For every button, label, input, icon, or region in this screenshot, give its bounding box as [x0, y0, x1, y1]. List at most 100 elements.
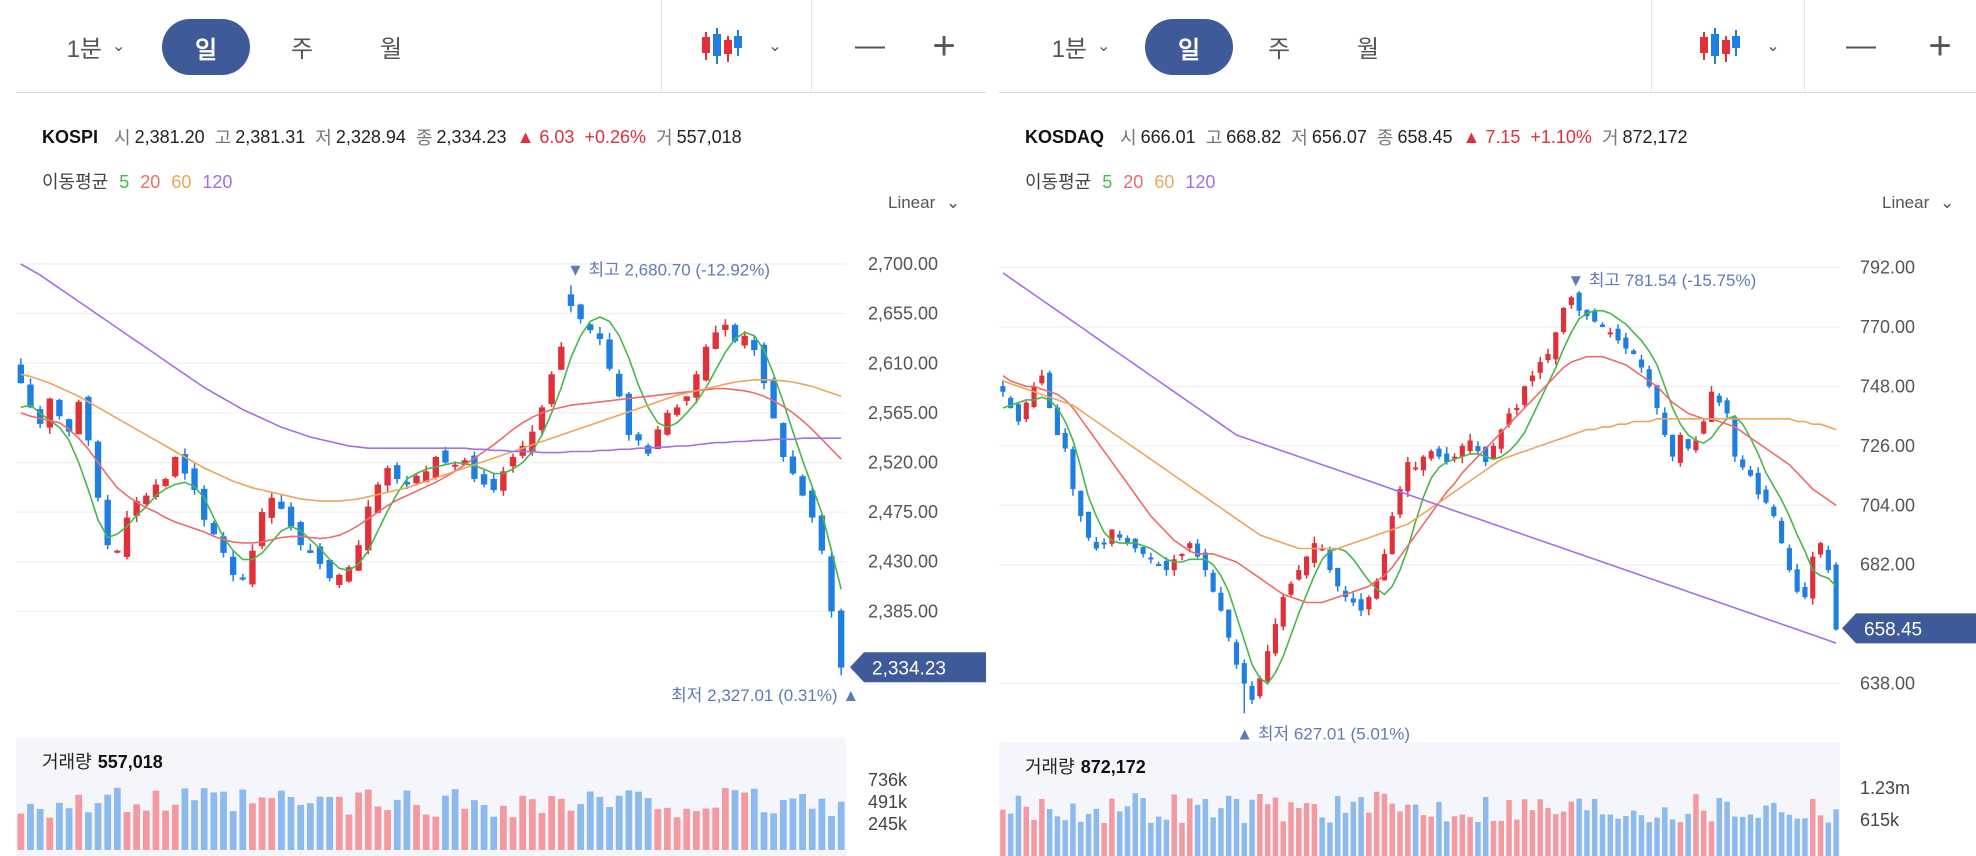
volume-bar — [123, 812, 131, 850]
ma-20-label[interactable]: 20 — [1123, 172, 1144, 192]
volume-bar — [1327, 822, 1333, 856]
candle-body — [75, 401, 82, 435]
toolbar-divider — [661, 0, 662, 91]
candle-body — [461, 460, 468, 465]
volume-bar — [1264, 804, 1271, 856]
chevron-down-icon: ⌄ — [1940, 193, 1955, 212]
ma-60-label[interactable]: 60 — [1154, 172, 1175, 192]
ma-120-label[interactable]: 120 — [1185, 172, 1216, 192]
candle-body — [654, 429, 661, 450]
volume-bar — [721, 788, 729, 850]
chevron-down-icon: ⌄ — [112, 38, 126, 55]
change-value: ▲ 7.15 — [1462, 126, 1521, 147]
candle-body — [1218, 592, 1224, 611]
volume-bar — [1459, 814, 1466, 856]
close-value: 2,334.23 — [436, 126, 507, 147]
zoom-in-button[interactable]: + — [932, 23, 956, 68]
candle-body — [326, 559, 333, 579]
candle-body — [1179, 553, 1185, 557]
volume-bar — [335, 796, 343, 850]
volume-bar — [548, 795, 556, 850]
volume-bar — [1109, 798, 1115, 856]
tab-day[interactable]: 일 — [1145, 19, 1233, 75]
kospi-chart[interactable]: 2,700.00 2,655.00 2,610.00 2,565.00 2,520.00… — [16, 0, 986, 856]
volume-bar — [596, 796, 604, 850]
volume-bar — [1693, 794, 1699, 856]
last-price-label: 658.45 — [1864, 619, 1922, 640]
tab-week[interactable]: 주 — [1267, 35, 1291, 63]
candle-body — [278, 501, 285, 509]
volume-bar — [451, 789, 459, 850]
volume-tick-label: 1.23m — [1860, 778, 1910, 798]
tab-month[interactable]: 월 — [379, 35, 403, 63]
zoom-in-button[interactable]: + — [1928, 23, 1952, 68]
candle-body — [606, 339, 613, 369]
volume-bar — [1155, 816, 1162, 856]
candle-body — [1444, 453, 1450, 463]
zoom-out-button[interactable]: — — [855, 29, 885, 62]
ma-label: 이동평균 — [42, 172, 109, 192]
volume-bar — [1373, 791, 1380, 856]
scale-label: Linear — [888, 193, 936, 212]
volume-bar — [683, 808, 691, 850]
candle-body — [1233, 642, 1240, 665]
ma-5-label[interactable]: 5 — [1102, 172, 1113, 192]
volume-bar — [1202, 799, 1209, 856]
y-tick-label: 792.00 — [1860, 258, 1915, 278]
candle-body — [1187, 543, 1193, 549]
candle-body — [1288, 583, 1294, 595]
volume-bar — [1225, 795, 1232, 856]
ma-60-label[interactable]: 60 — [171, 172, 192, 192]
scale-select[interactable]: Linear ⌄ — [888, 193, 960, 213]
interval-select[interactable]: 1분 ⌄ — [56, 0, 136, 92]
volume-tick-label: 245k — [868, 814, 908, 834]
tab-week[interactable]: 주 — [290, 35, 314, 63]
candle-body — [1109, 529, 1115, 544]
volume-bar — [1810, 799, 1816, 856]
chart-type-button[interactable]: ⌄ — [676, 0, 806, 92]
ma-120-label[interactable]: 120 — [202, 172, 233, 192]
volume-bar — [297, 804, 305, 850]
zoom-out-button[interactable]: — — [1846, 29, 1876, 62]
volume-bar — [828, 815, 835, 850]
candle-body — [36, 409, 44, 424]
volume-bar — [1724, 801, 1730, 856]
candle-body — [1047, 372, 1053, 408]
volume-bar — [268, 798, 276, 850]
candle-body — [1078, 490, 1084, 517]
candle-body — [1070, 449, 1076, 490]
toolbar-divider — [1651, 0, 1652, 91]
ma-5-label[interactable]: 5 — [119, 172, 130, 192]
candle-body — [1366, 597, 1372, 610]
tab-month[interactable]: 월 — [1356, 35, 1380, 63]
ma-20-label[interactable]: 20 — [140, 172, 161, 192]
candle-body — [1101, 542, 1107, 545]
volume-bar — [1444, 821, 1450, 856]
volume-title: 거래량 — [1025, 757, 1075, 777]
candle-body — [664, 412, 671, 435]
chart-type-button[interactable]: ⌄ — [1679, 0, 1799, 92]
volume-bar — [1623, 815, 1629, 856]
candle-body — [1194, 543, 1201, 557]
volume-bar — [36, 808, 44, 850]
candle-body — [1249, 685, 1255, 700]
candle-body — [1428, 451, 1434, 459]
close-value: 658.45 — [1397, 126, 1453, 147]
volume-bar — [1560, 811, 1567, 856]
tab-day[interactable]: 일 — [162, 19, 250, 75]
volume-bar — [1039, 798, 1045, 856]
candle-body — [1560, 308, 1567, 333]
kosdaq-chart[interactable]: 792.00 770.00 748.00 726.00 704.00 682.00 638.… — [999, 0, 1976, 856]
scale-select[interactable]: Linear ⌄ — [1882, 193, 1954, 213]
candle-body — [1810, 556, 1816, 599]
volume-bar — [1638, 815, 1645, 856]
toolbar-divider — [1804, 0, 1805, 91]
interval-select[interactable]: 1분 ⌄ — [1041, 0, 1121, 92]
candle-body — [1124, 538, 1131, 544]
volume-bar — [1062, 820, 1068, 856]
volume-bar — [200, 788, 208, 850]
volume-tick-label: 491k — [868, 792, 908, 812]
candle-body — [442, 450, 449, 463]
candle-body — [596, 333, 604, 340]
candle-body — [1716, 395, 1722, 403]
